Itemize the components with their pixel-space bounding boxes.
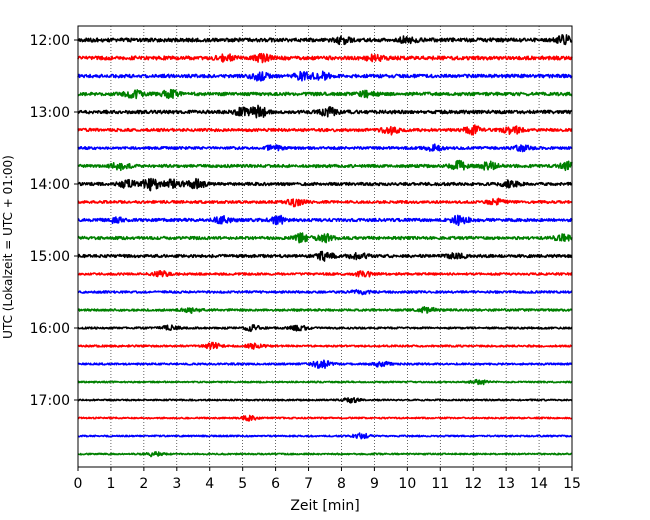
trace-1230 — [77, 70, 573, 82]
trace-1445 — [77, 232, 573, 244]
y-tick-label-1: 13:00 — [30, 105, 70, 121]
trace-1400 — [77, 177, 573, 192]
y-tick-label-4: 16:00 — [30, 321, 70, 337]
x-tick-label-9: 9 — [370, 476, 379, 492]
x-tick-label-2: 2 — [139, 476, 148, 492]
trace-1545 — [77, 306, 573, 314]
trace-1500 — [77, 250, 573, 262]
x-tick-label-0: 0 — [74, 476, 83, 492]
x-tick-label-5: 5 — [238, 476, 247, 492]
x-tick-label-12: 12 — [464, 476, 482, 492]
trace-1730 — [77, 432, 573, 440]
y-tick-label-5: 17:00 — [30, 393, 70, 409]
trace-1415 — [77, 197, 573, 208]
trace-lines — [77, 34, 573, 458]
x-tick-label-1: 1 — [106, 476, 115, 492]
trace-1430 — [77, 214, 573, 227]
y-tick-label-0: 12:00 — [30, 33, 70, 49]
x-axis-label: Zeit [min] — [290, 498, 359, 514]
trace-1615 — [77, 341, 573, 351]
x-tick-label-4: 4 — [205, 476, 214, 492]
trace-1515 — [77, 269, 573, 278]
x-tick-label-3: 3 — [172, 476, 181, 492]
x-tick-label-14: 14 — [530, 476, 548, 492]
trace-1345 — [77, 159, 573, 172]
x-axis-ticks: 0 1 2 3 4 5 6 7 8 9 10 11 12 13 14 15 — [74, 467, 581, 492]
y-tick-label-3: 15:00 — [30, 249, 70, 265]
x-tick-label-10: 10 — [398, 476, 416, 492]
trace-1215 — [77, 52, 573, 64]
x-tick-label-13: 13 — [497, 476, 515, 492]
plot-frame — [77, 25, 573, 468]
x-tick-label-7: 7 — [304, 476, 313, 492]
trace-1330 — [77, 143, 573, 153]
y-axis-label: UTC (Lokalzeit = UTC + 01:00) — [1, 155, 15, 339]
trace-1745 — [77, 451, 573, 458]
trace-1200 — [77, 34, 573, 46]
trace-1715 — [77, 414, 573, 422]
trace-1315 — [77, 124, 573, 136]
trace-1530 — [77, 288, 573, 296]
trace-1700 — [77, 396, 573, 404]
y-axis-ticks: 12:00 13:00 14:00 15:00 16:00 17:00 — [30, 33, 78, 409]
trace-1245 — [77, 88, 573, 100]
trace-1645 — [77, 378, 573, 386]
x-tick-label-15: 15 — [563, 476, 581, 492]
trace-1300 — [77, 104, 573, 119]
trace-1630 — [77, 359, 573, 369]
y-tick-label-2: 14:00 — [30, 177, 70, 193]
x-tick-label-11: 11 — [431, 476, 449, 492]
x-tick-label-8: 8 — [337, 476, 346, 492]
x-tick-label-6: 6 — [271, 476, 280, 492]
trace-1600 — [77, 324, 573, 333]
